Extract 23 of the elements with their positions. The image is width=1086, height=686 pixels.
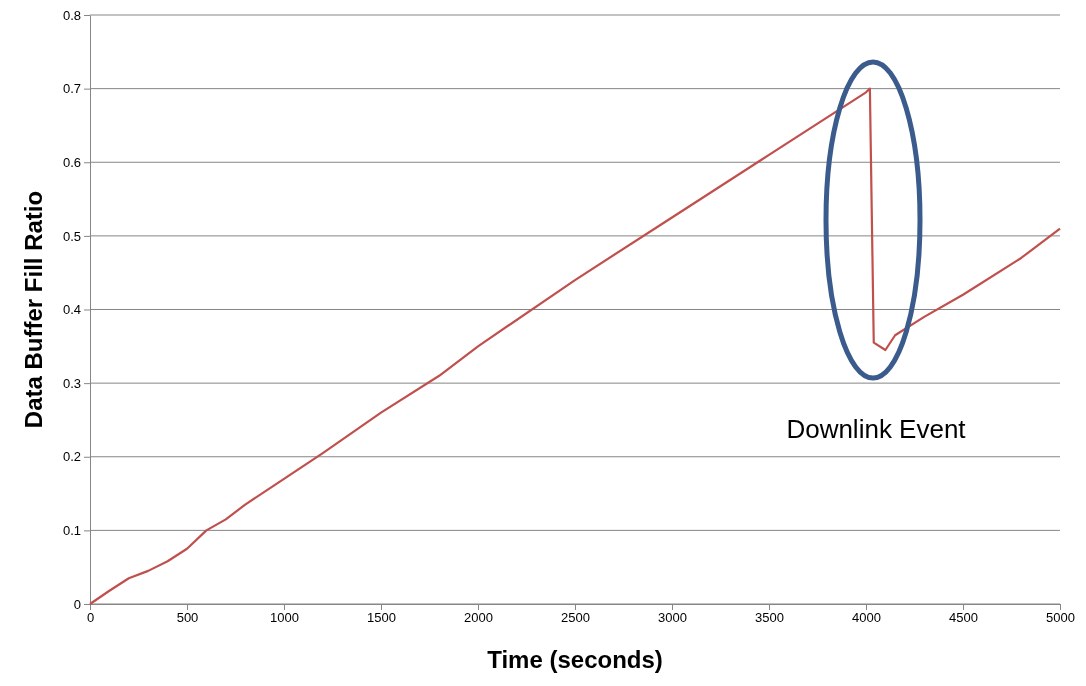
y-axis-title: Data Buffer Fill Ratio: [20, 190, 47, 429]
y-tick-label: 0.2: [62, 449, 81, 465]
y-tick-label: 0.4: [62, 302, 81, 318]
x-tick-label: 2500: [561, 610, 590, 626]
x-axis-title: Time (seconds): [487, 646, 663, 673]
x-tick-label: 4000: [852, 610, 881, 626]
y-tick-label: 0.3: [62, 375, 81, 391]
x-tick-label: 3500: [755, 610, 784, 626]
x-tick-label: 0: [86, 610, 95, 626]
x-tick-label: 5000: [1046, 610, 1075, 626]
x-tick-label: 1000: [270, 610, 299, 626]
x-tick-label: 4500: [949, 610, 978, 626]
y-tick-label: 0.1: [62, 523, 81, 539]
annotation: Downlink Event: [786, 414, 967, 444]
x-tick-label: 2000: [464, 610, 493, 626]
x-tick-label: 3000: [658, 610, 687, 626]
y-tick-label: 0.6: [62, 154, 81, 170]
x-tick-label: 500: [176, 610, 199, 626]
y-tick-label: 0: [73, 596, 81, 612]
x-tick-label: 1500: [367, 610, 396, 626]
y-tick-label: 0.5: [62, 228, 81, 244]
y-tick-label: 0.8: [62, 7, 81, 23]
y-tick-label: 0.7: [62, 81, 81, 97]
